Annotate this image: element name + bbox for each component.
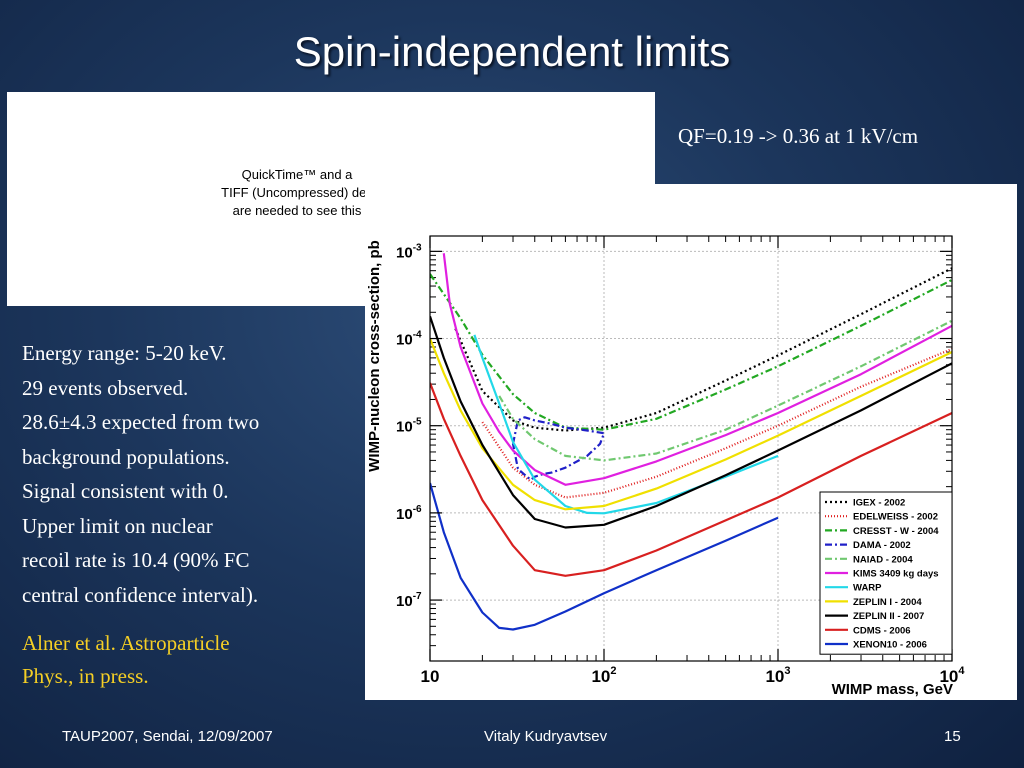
series-line-zeplin-ii-2007 — [430, 315, 952, 529]
legend-label: XENON10 - 2006 — [853, 640, 927, 651]
legend-label: ZEPLIN I - 2004 — [853, 597, 922, 608]
legend-label: IGEX - 2002 — [853, 498, 905, 509]
legend-label: DAMA - 2002 — [853, 540, 911, 551]
series-line-kims-3409-kg-days — [442, 253, 952, 486]
x-tick-label: 102 — [591, 665, 616, 686]
y-tick-label: 10-5 — [396, 417, 422, 436]
reference-line: Phys., in press. — [22, 664, 149, 688]
body-line: central confidence interval). — [22, 582, 259, 607]
series-line-cdms-2006 — [430, 382, 952, 577]
body-text: Energy range: 5-20 keV. 29 events observ… — [22, 336, 362, 612]
legend-label: NAIAD - 2004 — [853, 554, 913, 565]
y-tick-label: 10-4 — [396, 330, 422, 349]
series-line-cresst-w-2004 — [430, 273, 952, 431]
legend-label: CDMS - 2006 — [853, 625, 911, 636]
series-line-warp — [473, 334, 779, 515]
body-line: Signal consistent with 0. — [22, 479, 229, 503]
series-line-naiad-2004 — [498, 319, 952, 462]
legend-label: WARP — [853, 583, 882, 594]
footer-center: Vitaly Kudryavtsev — [484, 728, 608, 745]
y-axis-label: WIMP-nucleon cross-section, pb — [366, 240, 383, 472]
footer-right: 15 — [944, 728, 961, 745]
x-tick-label: 10 — [421, 667, 440, 686]
body-line: recoil rate is 10.4 (90% FC — [22, 548, 250, 572]
legend-label: ZEPLIN II - 2007 — [853, 611, 924, 622]
body-line: Upper limit on nuclear — [22, 513, 213, 538]
reference-text: Alner et al. Astroparticle Phys., in pre… — [22, 627, 362, 693]
series-line-dama-2002 — [511, 416, 606, 481]
legend-label: CRESST - W - 2004 — [853, 526, 939, 537]
body-line: 29 events observed. — [22, 375, 189, 400]
qf-note: QF=0.19 -> 0.36 at 1 kV/cm — [678, 124, 919, 148]
limits-chart: WIMP-nucleon cross-section, pb WIMP mass… — [366, 235, 965, 698]
x-tick-label: 104 — [939, 665, 965, 686]
plot-frame — [429, 235, 953, 662]
series-line-zeplin-i-2004 — [430, 338, 952, 511]
y-tick-label: 10-6 — [396, 504, 422, 523]
quicktime-placeholder-text: QuickTime™ and a TIFF (Uncompressed) dec… — [177, 166, 417, 220]
slide-title: Spin-independent limits — [293, 28, 731, 75]
footer-left: TAUP2007, Sendai, 12/09/2007 — [62, 728, 273, 745]
series-line-edelweiss-2002 — [481, 347, 952, 499]
y-tick-label: 10-3 — [396, 242, 422, 261]
series-line-xenon10-2006 — [430, 482, 779, 631]
y-tick-label: 10-7 — [396, 591, 422, 610]
legend-label: EDELWEISS - 2002 — [853, 512, 938, 523]
reference-line: Alner et al. Astroparticle — [22, 631, 230, 655]
x-axis-label: WIMP mass, GeV — [832, 681, 953, 698]
placeholder-line: QuickTime™ and a — [241, 167, 353, 182]
body-line: Energy range: 5-20 keV. — [22, 341, 227, 365]
placeholder-line: are needed to see this — [232, 203, 362, 218]
x-tick-label: 103 — [765, 665, 790, 686]
chart-panel: WIMP-nucleon cross-section, pb WIMP mass… — [365, 184, 1017, 700]
placeholder-line: TIFF (Uncompressed) dec — [221, 185, 373, 200]
body-line: 28.6±4.3 expected from two — [22, 410, 260, 434]
body-line: background populations. — [22, 444, 230, 469]
legend-label: KIMS 3409 kg days — [853, 569, 939, 580]
